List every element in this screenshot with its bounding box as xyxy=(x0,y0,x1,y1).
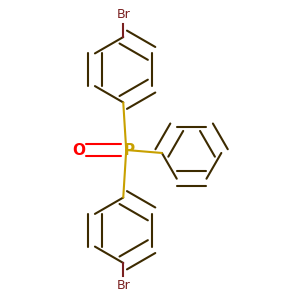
Text: P: P xyxy=(124,142,135,158)
Text: O: O xyxy=(72,142,85,158)
Text: Br: Br xyxy=(116,279,130,292)
Text: Br: Br xyxy=(116,8,130,21)
